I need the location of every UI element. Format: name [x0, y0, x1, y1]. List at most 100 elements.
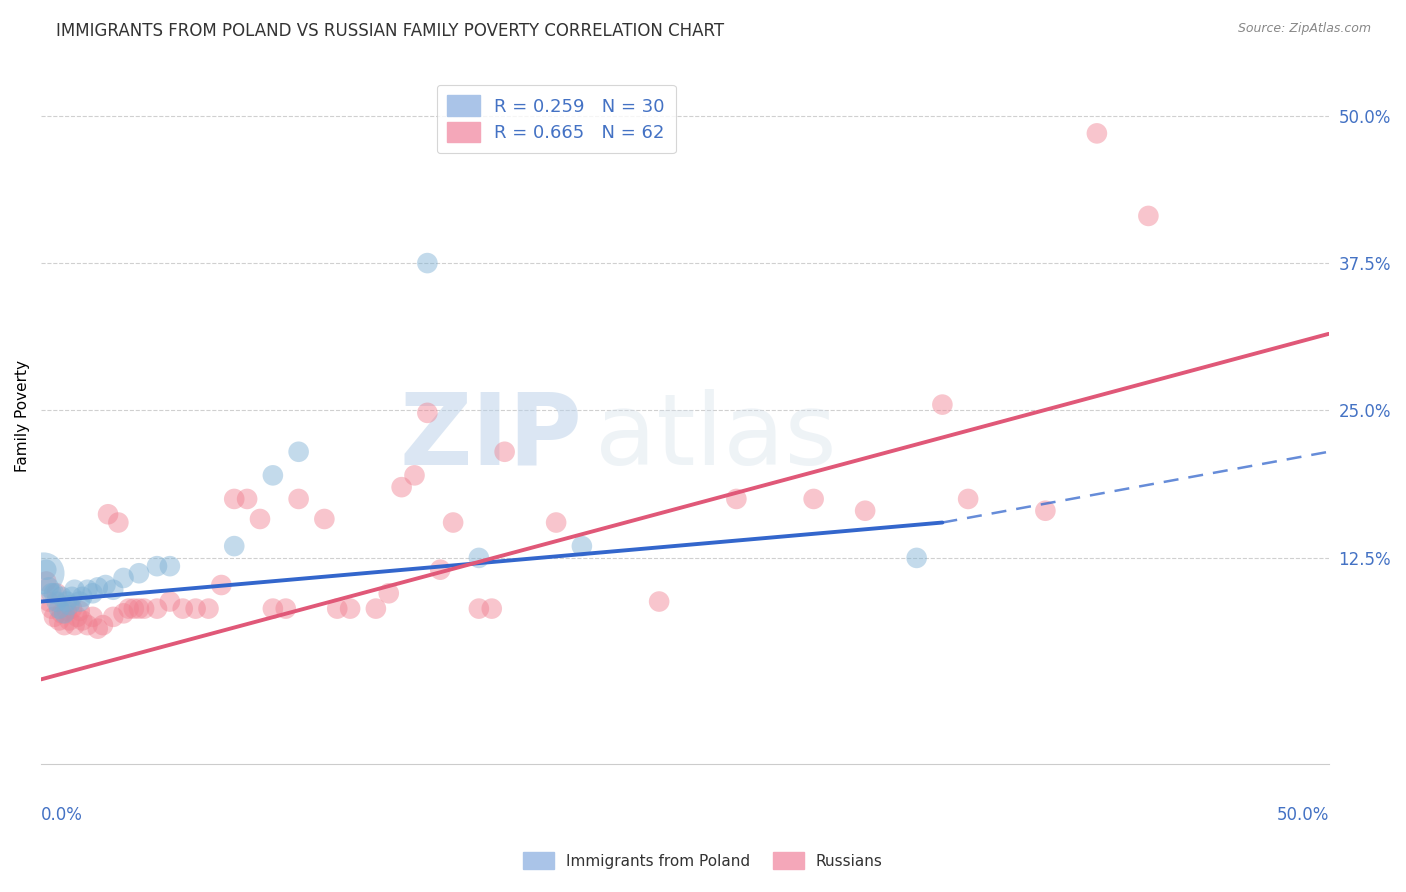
- Point: [38, 581, 60, 595]
- Text: Source: ZipAtlas.com: Source: ZipAtlas.com: [1237, 22, 1371, 36]
- Point: [60, 590, 83, 604]
- Point: [1085, 127, 1108, 141]
- Point: [287, 491, 309, 506]
- Point: [51, 607, 73, 621]
- Point: [209, 578, 232, 592]
- Point: [172, 601, 194, 615]
- Point: [48, 614, 70, 628]
- Point: [58, 598, 80, 612]
- Legend: R = 0.259   N = 30, R = 0.665   N = 62: R = 0.259 N = 30, R = 0.665 N = 62: [437, 85, 676, 153]
- Point: [905, 550, 928, 565]
- Point: [236, 491, 259, 506]
- Point: [725, 491, 748, 506]
- Point: [38, 594, 60, 608]
- Point: [416, 256, 439, 270]
- Point: [274, 601, 297, 615]
- Point: [546, 516, 568, 530]
- Point: [339, 601, 361, 615]
- Point: [91, 618, 114, 632]
- Point: [87, 581, 110, 595]
- Point: [82, 586, 104, 600]
- Point: [128, 566, 150, 581]
- Point: [56, 594, 79, 608]
- Point: [262, 468, 284, 483]
- Point: [35, 574, 58, 589]
- Point: [571, 539, 593, 553]
- Point: [53, 618, 76, 632]
- Point: [87, 622, 110, 636]
- Point: [45, 594, 67, 608]
- Point: [197, 601, 219, 615]
- Point: [429, 563, 451, 577]
- Point: [853, 504, 876, 518]
- Point: [76, 618, 98, 632]
- Point: [931, 398, 953, 412]
- Point: [481, 601, 503, 615]
- Point: [262, 601, 284, 615]
- Point: [128, 601, 150, 615]
- Point: [42, 610, 65, 624]
- Text: 50.0%: 50.0%: [1277, 806, 1329, 824]
- Point: [122, 601, 145, 615]
- Point: [1035, 504, 1057, 518]
- Point: [314, 512, 336, 526]
- Point: [103, 582, 125, 597]
- Point: [63, 618, 86, 632]
- Point: [468, 550, 491, 565]
- Point: [69, 604, 91, 618]
- Point: [45, 586, 67, 600]
- Point: [494, 444, 516, 458]
- Point: [249, 512, 271, 526]
- Point: [146, 601, 169, 615]
- Point: [112, 607, 135, 621]
- Point: [103, 610, 125, 624]
- Point: [72, 614, 94, 628]
- Point: [51, 590, 73, 604]
- Point: [391, 480, 413, 494]
- Point: [72, 590, 94, 604]
- Point: [287, 444, 309, 458]
- Point: [58, 614, 80, 628]
- Point: [159, 594, 181, 608]
- Point: [132, 601, 155, 615]
- Point: [60, 601, 83, 615]
- Point: [56, 604, 79, 618]
- Point: [97, 508, 120, 522]
- Point: [42, 586, 65, 600]
- Text: 0.0%: 0.0%: [41, 806, 83, 824]
- Point: [224, 491, 246, 506]
- Point: [48, 601, 70, 615]
- Point: [82, 610, 104, 624]
- Point: [76, 582, 98, 597]
- Point: [41, 601, 63, 615]
- Point: [112, 571, 135, 585]
- Point: [803, 491, 825, 506]
- Point: [404, 468, 426, 483]
- Point: [35, 563, 58, 577]
- Point: [364, 601, 387, 615]
- Text: atlas: atlas: [595, 389, 837, 486]
- Point: [41, 586, 63, 600]
- Point: [53, 607, 76, 621]
- Point: [468, 601, 491, 615]
- Point: [118, 601, 141, 615]
- Point: [648, 594, 671, 608]
- Point: [69, 594, 91, 608]
- Point: [1137, 209, 1160, 223]
- Point: [32, 566, 55, 581]
- Point: [107, 516, 129, 530]
- Point: [377, 586, 399, 600]
- Point: [66, 610, 89, 624]
- Text: ZIP: ZIP: [399, 389, 582, 486]
- Point: [159, 559, 181, 574]
- Point: [184, 601, 207, 615]
- Point: [63, 582, 86, 597]
- Point: [146, 559, 169, 574]
- Point: [441, 516, 464, 530]
- Point: [94, 578, 117, 592]
- Y-axis label: Family Poverty: Family Poverty: [15, 360, 30, 473]
- Point: [416, 406, 439, 420]
- Point: [326, 601, 349, 615]
- Point: [224, 539, 246, 553]
- Text: IMMIGRANTS FROM POLAND VS RUSSIAN FAMILY POVERTY CORRELATION CHART: IMMIGRANTS FROM POLAND VS RUSSIAN FAMILY…: [56, 22, 724, 40]
